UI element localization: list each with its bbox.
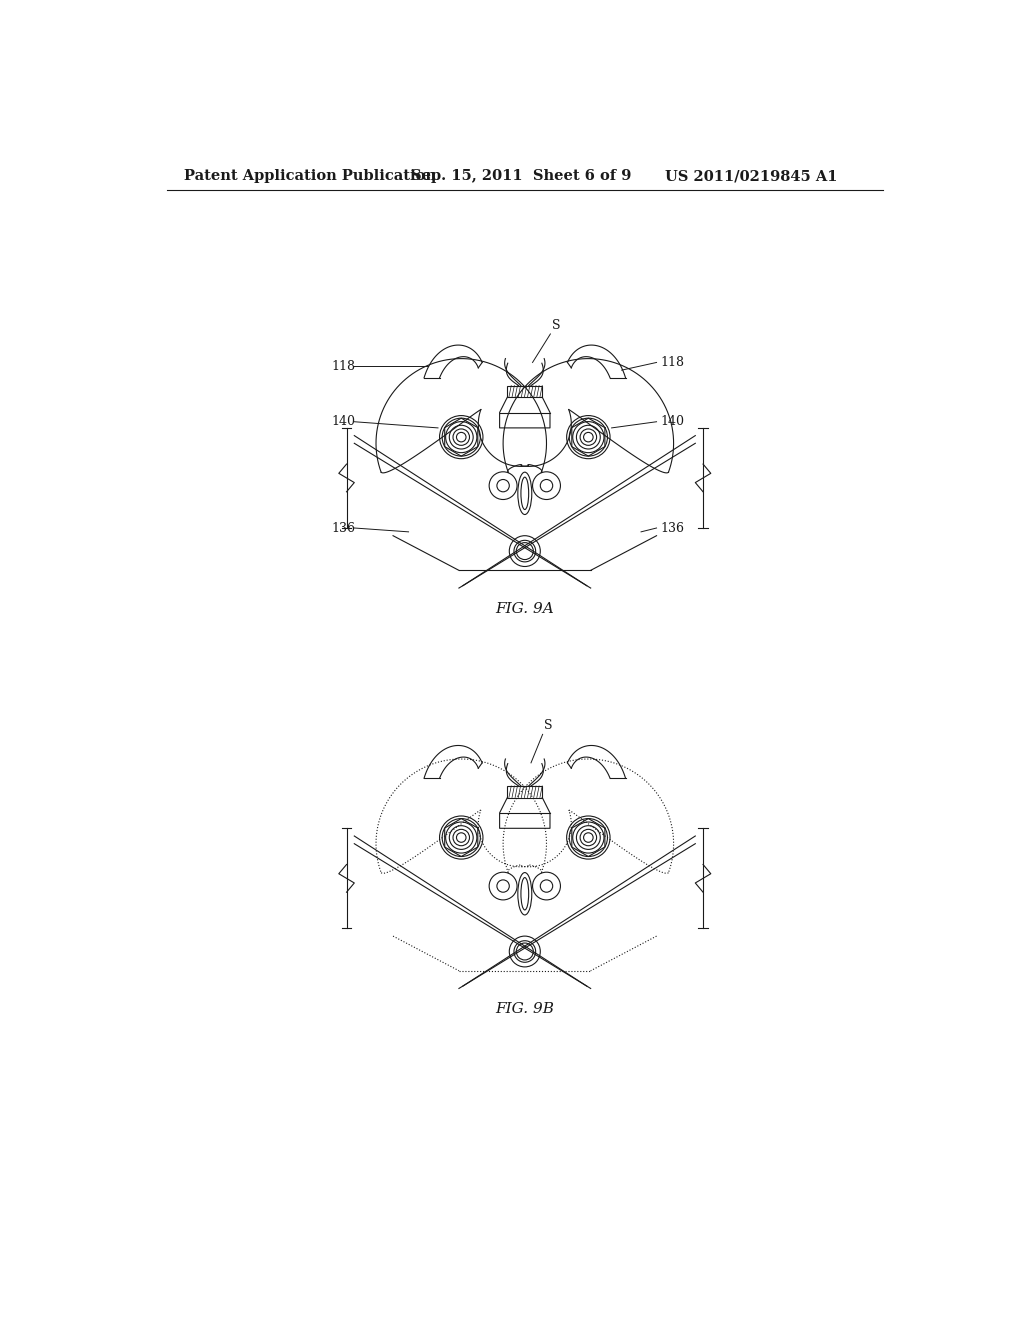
Bar — [507, 785, 543, 797]
Text: FIG. 9A: FIG. 9A — [496, 602, 554, 616]
Text: 136: 136 — [331, 521, 355, 535]
Text: FIG. 9B: FIG. 9B — [496, 1002, 554, 1016]
Text: 136: 136 — [660, 521, 684, 535]
Text: S: S — [544, 719, 553, 733]
Text: 140: 140 — [331, 416, 355, 428]
Text: Patent Application Publication: Patent Application Publication — [183, 169, 436, 183]
Text: Sep. 15, 2011  Sheet 6 of 9: Sep. 15, 2011 Sheet 6 of 9 — [411, 169, 631, 183]
Bar — [507, 385, 543, 397]
Text: S: S — [552, 318, 560, 331]
Text: 140: 140 — [660, 416, 684, 428]
Text: US 2011/0219845 A1: US 2011/0219845 A1 — [665, 169, 838, 183]
Text: 118: 118 — [331, 360, 355, 372]
Text: 118: 118 — [660, 356, 684, 370]
